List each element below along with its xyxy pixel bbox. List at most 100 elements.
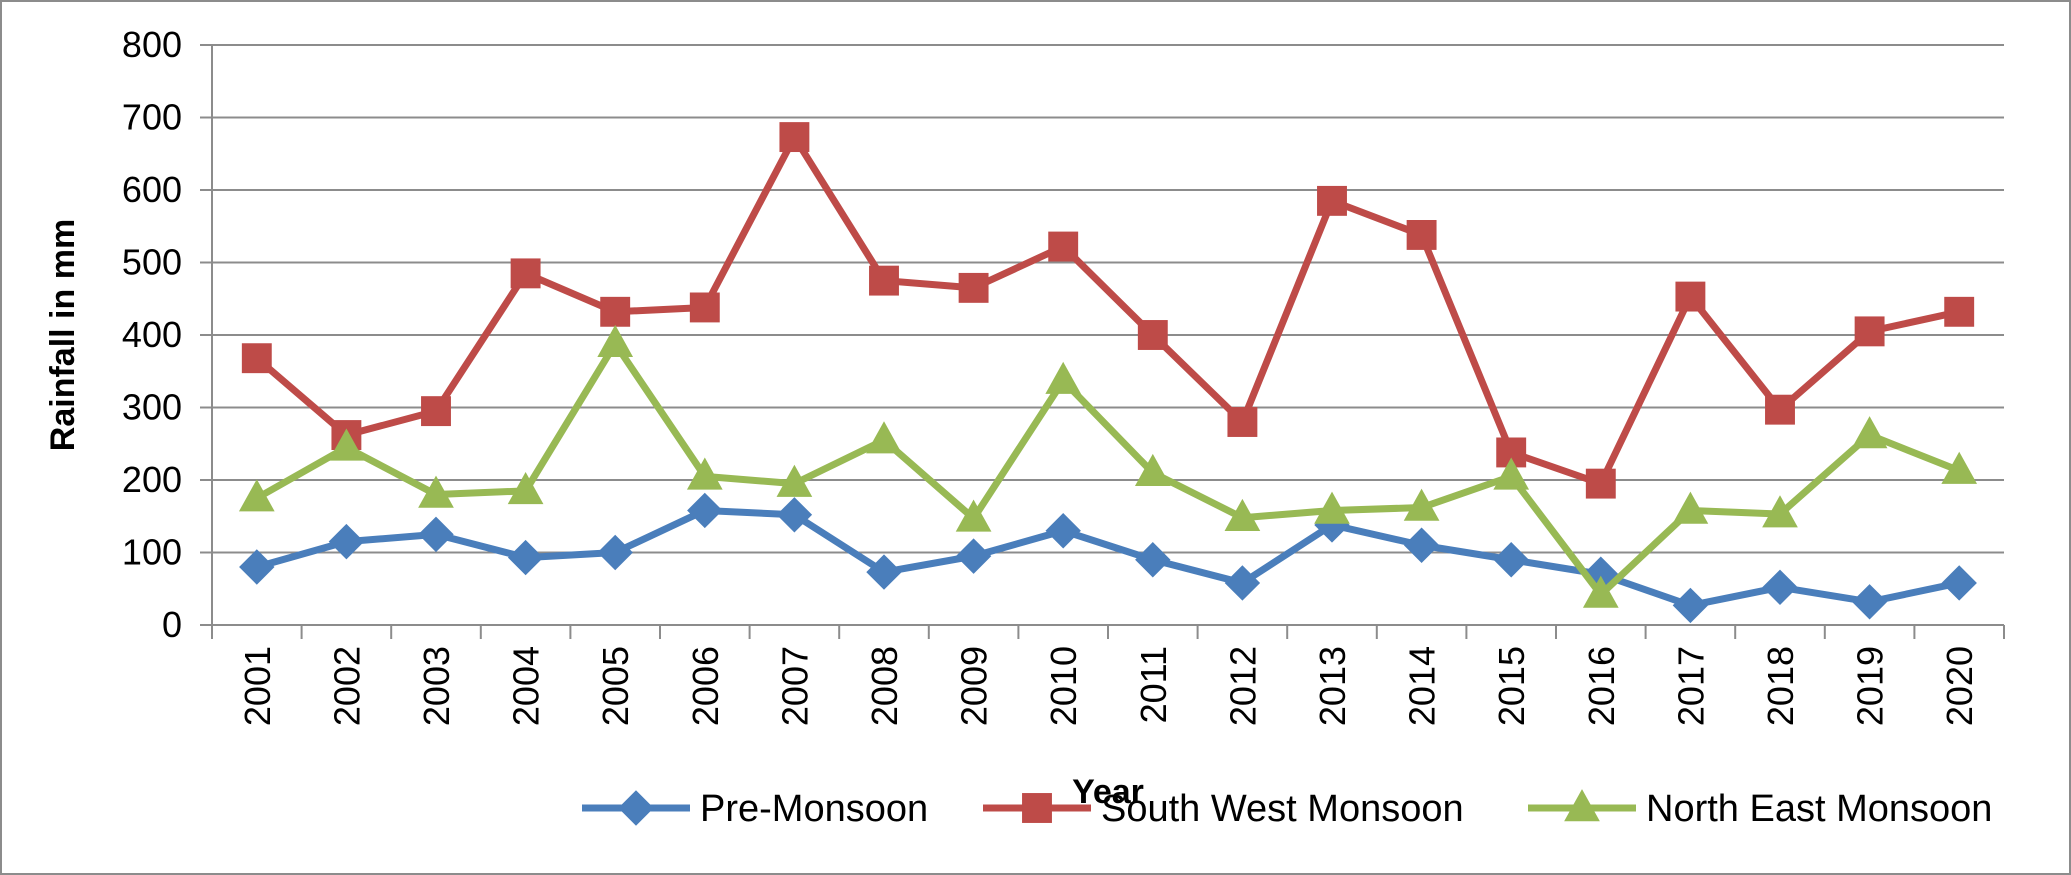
data-point bbox=[1851, 584, 1888, 620]
data-point bbox=[869, 265, 899, 296]
data-point bbox=[1227, 407, 1258, 437]
data-point bbox=[597, 324, 634, 357]
data-point bbox=[238, 479, 275, 512]
x-tick-label: 2005 bbox=[595, 646, 636, 726]
data-point bbox=[1582, 575, 1619, 608]
x-tick-label: 2018 bbox=[1760, 646, 1801, 726]
data-point bbox=[1941, 565, 1977, 601]
y-tick-label: 100 bbox=[122, 532, 182, 573]
data-point bbox=[1851, 416, 1888, 449]
series-pre-monsoon bbox=[239, 492, 1977, 624]
data-point bbox=[689, 292, 720, 323]
data-point bbox=[1406, 220, 1437, 250]
legend: Pre-Monsoon South West Monsoon North East … bbox=[582, 788, 1992, 830]
legend-label: South West Monsoon bbox=[1101, 788, 1464, 830]
x-tick-label: 2008 bbox=[864, 646, 905, 726]
x-tick-label: 2009 bbox=[954, 646, 995, 726]
x-tick-label: 2016 bbox=[1581, 646, 1622, 726]
x-tick-label: 2019 bbox=[1850, 646, 1891, 726]
data-point bbox=[328, 523, 365, 560]
data-point bbox=[1135, 542, 1171, 578]
data-point bbox=[507, 539, 544, 576]
data-point bbox=[1854, 316, 1885, 347]
legend-item: Pre-Monsoon bbox=[582, 788, 928, 830]
data-point bbox=[1403, 488, 1440, 521]
data-point bbox=[600, 296, 631, 327]
data-point bbox=[597, 534, 633, 571]
data-point bbox=[958, 272, 989, 303]
x-tick-label: 2011 bbox=[1133, 646, 1174, 723]
x-tick-label: 2002 bbox=[326, 646, 367, 726]
x-tick-label: 2012 bbox=[1222, 646, 1263, 726]
x-tick-label: 2017 bbox=[1670, 646, 1711, 726]
data-point bbox=[1672, 491, 1709, 524]
legend-marker bbox=[618, 790, 654, 826]
series-line bbox=[255, 340, 1961, 599]
data-point bbox=[866, 421, 902, 454]
data-point bbox=[1585, 468, 1616, 499]
data-point bbox=[1048, 231, 1079, 262]
x-tick-label: 2013 bbox=[1312, 646, 1353, 726]
x-tick-label: 2004 bbox=[506, 646, 547, 726]
x-tick-label: 2020 bbox=[1939, 646, 1980, 726]
x-tick-label: 2007 bbox=[774, 646, 815, 726]
data-point bbox=[955, 499, 992, 532]
data-point bbox=[1134, 453, 1171, 486]
legend-item: South West Monsoon bbox=[983, 788, 1464, 830]
y-tick-label: 200 bbox=[122, 459, 182, 500]
legend-label: North East Monsoon bbox=[1646, 788, 1992, 830]
data-point bbox=[1944, 296, 1975, 327]
axes: 0 100 200 300 400 500 600 700 800 2001 2002 2003 200… bbox=[122, 24, 2005, 726]
data-point bbox=[1493, 542, 1529, 578]
data-point bbox=[866, 554, 902, 590]
data-point bbox=[239, 549, 275, 585]
data-point bbox=[241, 343, 272, 374]
y-axis-title: Rainfall in mm bbox=[44, 219, 82, 451]
series-lines bbox=[238, 122, 1978, 624]
data-point bbox=[686, 457, 723, 490]
data-point bbox=[955, 538, 992, 574]
data-point bbox=[1941, 451, 1978, 484]
data-point bbox=[418, 475, 454, 508]
data-point bbox=[421, 396, 451, 427]
y-tick-label: 500 bbox=[122, 242, 182, 283]
series-south-west-monsoon bbox=[241, 122, 1975, 499]
data-point bbox=[328, 428, 365, 461]
y-tick-label: 800 bbox=[122, 24, 182, 65]
x-tick-label: 2006 bbox=[685, 646, 726, 726]
y-tick-label: 400 bbox=[122, 314, 182, 355]
legend-item: North East Monsoon bbox=[1528, 788, 1992, 830]
data-point bbox=[776, 497, 813, 533]
y-tick-label: 600 bbox=[122, 169, 182, 210]
data-point bbox=[1762, 569, 1798, 606]
data-point bbox=[776, 464, 813, 497]
legend-label: Pre-Monsoon bbox=[700, 788, 928, 830]
y-tick-label: 0 bbox=[162, 604, 182, 645]
data-point bbox=[687, 492, 723, 529]
data-point bbox=[1403, 527, 1440, 563]
y-tick-label: 300 bbox=[122, 387, 182, 428]
y-tick-label: 700 bbox=[122, 97, 182, 138]
legend-marker bbox=[1564, 789, 1600, 822]
data-point bbox=[507, 471, 544, 505]
legend-marker bbox=[1022, 793, 1052, 823]
data-point bbox=[1762, 495, 1798, 528]
x-tick-label: 2003 bbox=[416, 646, 457, 726]
data-point bbox=[1675, 281, 1706, 312]
data-point bbox=[1314, 491, 1350, 524]
x-tick-label: 2015 bbox=[1491, 646, 1532, 726]
data-point bbox=[510, 258, 541, 289]
x-tick-label: 2014 bbox=[1402, 646, 1443, 726]
data-point bbox=[1317, 185, 1347, 216]
data-point bbox=[1672, 587, 1709, 624]
data-point bbox=[1137, 320, 1168, 350]
data-point bbox=[779, 122, 810, 153]
data-point bbox=[1493, 457, 1530, 490]
x-tick-label: 2001 bbox=[237, 646, 278, 726]
data-point bbox=[1045, 361, 1082, 394]
series-north-east-monsoon bbox=[238, 324, 1978, 608]
x-tick-label: 2010 bbox=[1043, 646, 1084, 726]
